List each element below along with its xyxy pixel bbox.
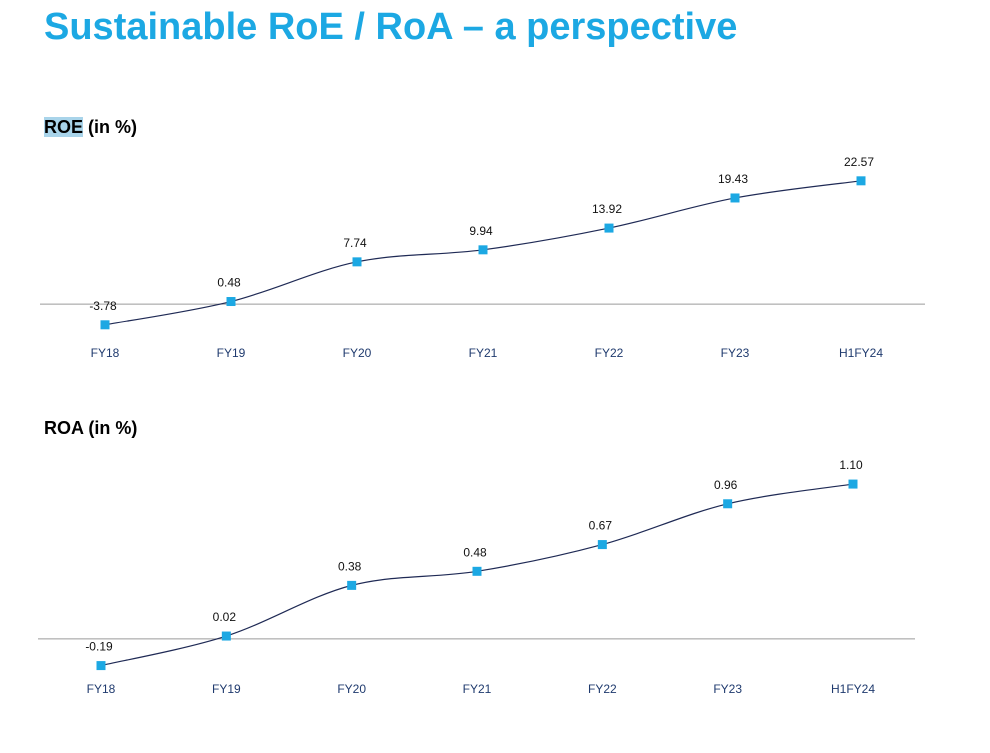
roe-point-fy18 — [100, 320, 110, 330]
roe-data-label-fy22: 13.92 — [592, 202, 622, 216]
roe-data-label-fy18: -3.78 — [89, 299, 117, 313]
roa-x-tick-fy21: FY21 — [463, 682, 492, 696]
roa-line-chart: -0.19 FY18 0.02 FY19 0.38 FY20 0.48 FY21 0.67 FY2… — [38, 458, 915, 696]
roa-data-label-fy20: 0.38 — [338, 559, 362, 573]
roe-title-main: ROE — [44, 117, 84, 137]
roa-point-fy18 — [96, 661, 106, 671]
roa-point-fy22 — [597, 540, 607, 550]
roa-x-tick-fy18: FY18 — [87, 682, 116, 696]
roe-data-label-fy20: 7.74 — [343, 236, 367, 250]
roa-x-tick-fy20: FY20 — [337, 682, 366, 696]
roe-point-fy23 — [730, 193, 740, 203]
roe-data-label-fy23: 19.43 — [718, 172, 748, 186]
roe-x-tick-fy19: FY19 — [217, 346, 246, 360]
roa-point-fy23 — [723, 499, 733, 509]
roa-point-fy21 — [472, 566, 482, 576]
roa-title-suffix: (in %) — [83, 418, 138, 438]
roa-data-label-h1fy24: 1.10 — [839, 458, 863, 472]
roa-x-tick-fy23: FY23 — [713, 682, 742, 696]
roa-x-tick-h1fy24: H1FY24 — [831, 682, 875, 696]
roe-line-chart: -3.78 FY18 0.48 FY19 7.74 FY20 9.94 FY21 13.92 FY… — [40, 155, 925, 360]
roa-data-label-fy19: 0.02 — [213, 610, 237, 624]
roe-data-label-fy21: 9.94 — [469, 224, 493, 238]
roa-data-label-fy22: 0.67 — [589, 519, 613, 533]
roe-point-fy22 — [604, 223, 614, 233]
roa-point-fy19 — [221, 631, 231, 641]
roa-x-tick-fy19: FY19 — [212, 682, 241, 696]
roe-data-label-fy19: 0.48 — [217, 276, 241, 290]
roe-x-tick-fy18: FY18 — [91, 346, 120, 360]
roa-data-label-fy23: 0.96 — [714, 478, 738, 492]
roe-point-h1fy24 — [856, 176, 866, 186]
page-title: Sustainable RoE / RoA – a perspective — [44, 6, 738, 48]
roe-x-tick-fy21: FY21 — [469, 346, 498, 360]
roa-data-label-fy21: 0.48 — [463, 545, 487, 559]
roe-x-tick-fy23: FY23 — [721, 346, 750, 360]
roa-chart-title: ROA (in %) — [44, 418, 137, 439]
roe-data-label-h1fy24: 22.57 — [844, 155, 874, 169]
roa-point-fy20 — [347, 580, 357, 590]
roa-point-h1fy24 — [848, 479, 858, 489]
roa-x-tick-fy22: FY22 — [588, 682, 617, 696]
roe-x-tick-fy20: FY20 — [343, 346, 372, 360]
roe-chart-title: ROE (in %) — [44, 117, 137, 138]
roe-x-tick-h1fy24: H1FY24 — [839, 346, 883, 360]
roa-data-label-fy18: -0.19 — [85, 640, 113, 654]
roe-point-fy19 — [226, 297, 236, 307]
roe-title-suffix: (in %) — [83, 117, 138, 137]
roa-title-main: ROA — [44, 418, 84, 438]
roe-point-fy20 — [352, 257, 362, 267]
roe-point-fy21 — [478, 245, 488, 255]
roe-x-tick-fy22: FY22 — [595, 346, 624, 360]
